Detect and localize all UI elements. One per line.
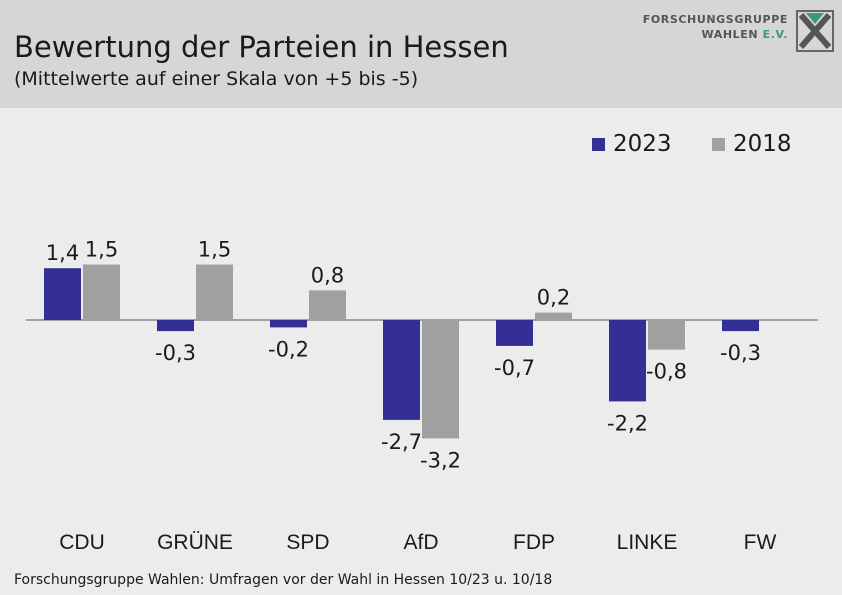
bar-2018-cdu [83, 264, 120, 320]
category-label-fw: FW [744, 531, 777, 554]
legend-item-2023: 2023 [592, 130, 672, 158]
bar-2023-cdu [44, 268, 81, 320]
bar-2018-linke [648, 320, 685, 350]
data-label-2018-grüne: 1,5 [198, 238, 231, 262]
data-label-2023-fw: -0,3 [720, 341, 761, 365]
category-label-afd: AfD [403, 531, 438, 554]
category-label-fdp: FDP [513, 531, 555, 554]
legend-label-2018: 2018 [733, 131, 792, 157]
bar-2018-afd [422, 320, 459, 439]
data-label-2023-grüne: -0,3 [155, 341, 196, 365]
data-label-2023-fdp: -0,7 [494, 356, 535, 380]
data-label-2018-fdp: 0,2 [537, 286, 570, 310]
data-label-2023-afd: -2,7 [381, 430, 422, 454]
logo-line2-wrap: WAHLEN E.V. [643, 27, 788, 42]
bar-2023-spd [270, 320, 307, 328]
bar-2018-spd [309, 290, 346, 320]
category-label-cdu: CDU [59, 531, 105, 554]
bar-2023-afd [383, 320, 420, 420]
legend-label-2023: 2023 [613, 131, 672, 157]
data-label-2018-spd: 0,8 [311, 263, 344, 287]
data-label-2018-linke: -0,8 [646, 360, 687, 384]
bar-2023-fdp [496, 320, 533, 346]
logo-x-icon [796, 10, 834, 52]
category-label-linke: LINKE [617, 531, 678, 554]
category-label-spd: SPD [286, 531, 329, 554]
source-note: Forschungsgruppe Wahlen: Umfragen vor de… [14, 572, 553, 588]
chart-title: Bewertung der Parteien in Hessen [14, 30, 509, 64]
logo-text: FORSCHUNGSGRUPPE WAHLEN E.V. [643, 12, 788, 42]
logo-line2: WAHLEN [701, 28, 759, 41]
data-label-2023-cdu: 1,4 [46, 241, 79, 265]
logo-suffix: E.V. [762, 28, 788, 41]
bar-2023-linke [609, 320, 646, 402]
legend-swatch-2018 [712, 137, 725, 151]
data-label-2023-linke: -2,2 [607, 411, 648, 435]
data-label-2023-spd: -0,2 [268, 337, 309, 361]
logo-line1: FORSCHUNGSGRUPPE [642, 13, 788, 26]
header-band: Bewertung der Parteien in Hessen (Mittel… [0, 0, 842, 108]
category-label-grüne: GRÜNE [157, 531, 233, 554]
data-label-2018-cdu: 1,5 [85, 238, 118, 262]
legend-swatch-2023 [592, 137, 605, 151]
bar-2023-fw [722, 320, 759, 332]
bar-2018-grüne [196, 264, 233, 320]
data-label-2018-afd: -3,2 [420, 448, 461, 472]
chart-subtitle: (Mittelwerte auf einer Skala von +5 bis … [14, 68, 419, 90]
bar-2018-fdp [535, 312, 572, 320]
bar-2023-grüne [157, 320, 194, 332]
legend-item-2018: 2018 [712, 130, 792, 158]
